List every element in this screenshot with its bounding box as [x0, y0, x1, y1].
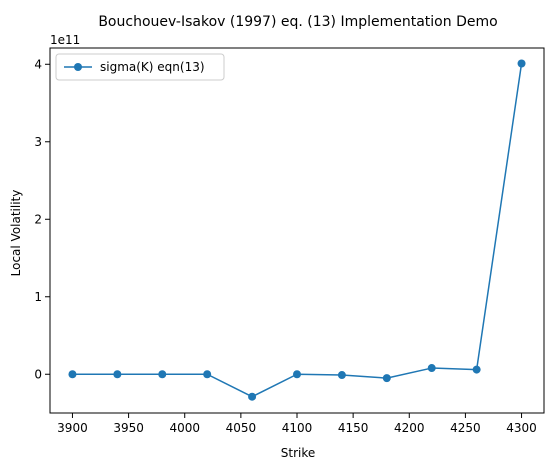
- data-point: [472, 365, 481, 374]
- data-point: [68, 370, 77, 379]
- legend-box: [55, 53, 225, 81]
- chart-title: Bouchouev-Isakov (1997) eq. (13) Impleme…: [98, 14, 497, 30]
- y-axis-label: Local Volatility: [9, 190, 23, 277]
- x-tick-label: 4050: [226, 421, 257, 435]
- series-line: [72, 63, 523, 398]
- y-tick-label: 2: [34, 212, 42, 226]
- legend-label: sigma(K) eqn(13): [100, 60, 205, 74]
- x-tick-label: 4250: [450, 421, 481, 435]
- data-point: [113, 370, 122, 379]
- data-point: [337, 371, 346, 380]
- data-point: [293, 370, 301, 379]
- legend-marker: [74, 63, 82, 71]
- x-tick-label: 3950: [113, 421, 144, 435]
- x-tick-label: 3900: [57, 421, 88, 435]
- y-tick-label: 1: [34, 290, 42, 304]
- y-tick-label: 0: [34, 367, 42, 381]
- x-tick-label: 4150: [338, 421, 369, 435]
- x-tick-label: 4000: [169, 421, 200, 435]
- data-point: [427, 364, 436, 373]
- data-point: [382, 374, 391, 383]
- data-point: [158, 370, 167, 379]
- data-point: [203, 370, 212, 379]
- data-point: [248, 392, 257, 401]
- x-tick-label: 4200: [394, 421, 425, 435]
- plot-area: [68, 59, 526, 401]
- y-axis-offset-label: 1e11: [50, 33, 80, 47]
- x-axis-ticks: 3900 3950 4000 4050 4100 4150 4200 4250 4300: [57, 413, 537, 435]
- legend: sigma(K) eqn(13): [55, 53, 225, 81]
- x-axis-label: Strike: [281, 446, 316, 460]
- y-axis-ticks: 0 1 2 3 4: [34, 57, 50, 381]
- y-tick-label: 3: [34, 135, 42, 149]
- x-tick-label: 4100: [282, 421, 313, 435]
- x-tick-label: 4300: [506, 421, 537, 435]
- axes-frame: [49, 47, 545, 414]
- data-point: [517, 59, 526, 68]
- y-tick-label: 4: [34, 57, 42, 71]
